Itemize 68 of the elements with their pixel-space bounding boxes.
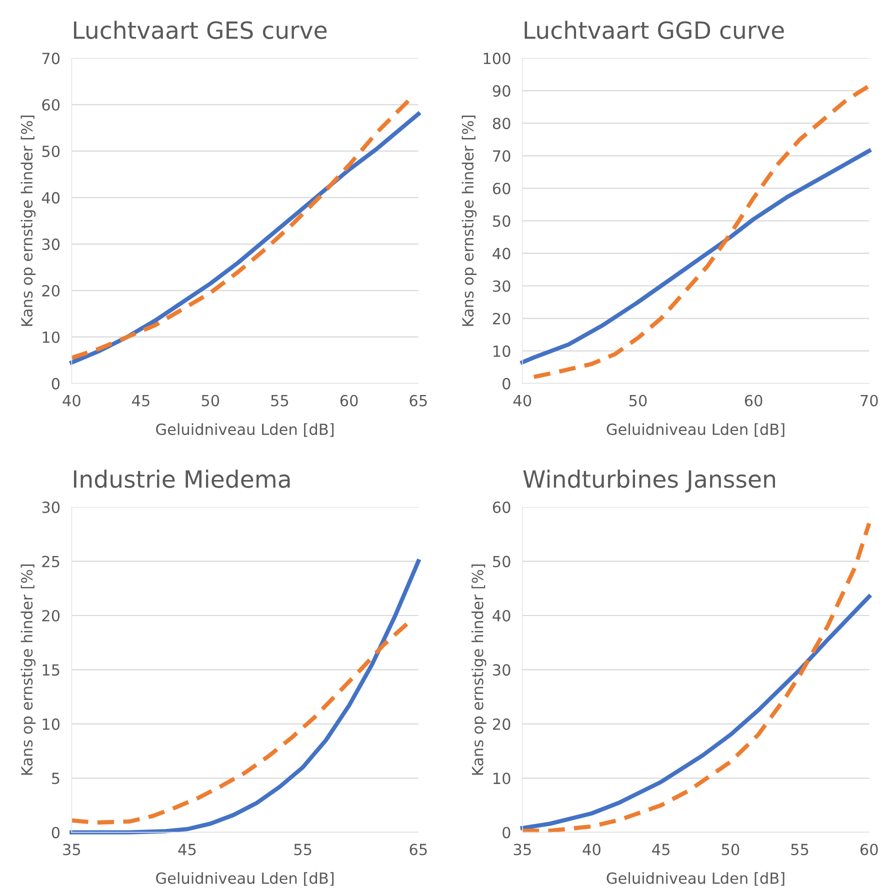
y-tick-label: 40 bbox=[492, 248, 510, 260]
y-tick-label: 30 bbox=[42, 502, 60, 514]
y-tick-label: 20 bbox=[42, 610, 60, 622]
x-tick-label: 45 bbox=[178, 844, 196, 856]
y-tick-label: 10 bbox=[494, 345, 510, 357]
x-tick-label: 55 bbox=[791, 844, 808, 856]
line-series bbox=[532, 84, 872, 380]
y-tick-label: 30 bbox=[493, 664, 510, 676]
x-tick-label: 40 bbox=[582, 844, 600, 856]
x-tick-label: 35 bbox=[514, 844, 531, 856]
y-tick-label: 20 bbox=[492, 718, 510, 730]
y-axis-title: Kans op ernstige hinder [%] bbox=[20, 116, 36, 326]
y-tick-label: 10 bbox=[494, 772, 510, 784]
y-tick-label: 10 bbox=[42, 718, 60, 730]
x-tick-label: 60 bbox=[860, 844, 878, 856]
x-tick-label: 55 bbox=[294, 844, 312, 856]
y-tick-label: 30 bbox=[493, 280, 510, 292]
y-tick-label: 30 bbox=[42, 238, 60, 250]
y-tick-label: 5 bbox=[52, 772, 60, 784]
chart-title: Luchtvaart GES curve bbox=[74, 20, 327, 40]
y-tick-label: 60 bbox=[492, 182, 510, 194]
y-tick-label: 15 bbox=[42, 664, 60, 676]
y-tick-label: 20 bbox=[42, 284, 60, 297]
x-tick-label: 45 bbox=[132, 395, 150, 406]
y-tick-label: 0 bbox=[502, 378, 510, 390]
line-series bbox=[520, 594, 872, 830]
y-axis-title: Kans op ernstige hinder [%] bbox=[472, 564, 486, 775]
x-axis-title: Geluidniveau Lden [dB] bbox=[156, 872, 334, 886]
y-axis-title: Kans op ernstige hinder [%] bbox=[20, 564, 36, 775]
x-tick-label: 45 bbox=[652, 844, 670, 856]
x-tick-label: 35 bbox=[63, 844, 80, 856]
line-series bbox=[520, 148, 872, 364]
x-axis-title: Geluidniveau Lden [dB] bbox=[156, 423, 334, 437]
y-tick-label: 0 bbox=[52, 378, 60, 390]
y-tick-label: 10 bbox=[42, 331, 60, 344]
y-tick-label: 90 bbox=[492, 85, 510, 97]
y-tick-label: 0 bbox=[502, 826, 510, 838]
y-tick-label: 60 bbox=[42, 99, 60, 111]
y-tick-label: 50 bbox=[493, 215, 510, 227]
x-tick-label: 70 bbox=[860, 394, 878, 406]
x-tick-label: 65 bbox=[410, 844, 427, 856]
x-tick-label: 40 bbox=[62, 394, 80, 406]
y-tick-label: 40 bbox=[492, 610, 510, 622]
x-tick-label: 40 bbox=[513, 394, 532, 406]
x-tick-label: 50 bbox=[629, 394, 647, 406]
y-tick-label: 40 bbox=[42, 192, 60, 204]
y-tick-label: 50 bbox=[42, 146, 60, 158]
x-axis-title: Geluidniveau Lden [dB] bbox=[606, 423, 784, 437]
chart-title: Luchtvaart GGD curve bbox=[524, 20, 784, 40]
y-tick-label: 80 bbox=[492, 118, 510, 130]
chart-title: Windturbines Janssen bbox=[523, 470, 775, 492]
y-axis-title: Kans op ernstige hinder [%] bbox=[462, 116, 477, 326]
y-tick-label: 50 bbox=[493, 556, 510, 568]
x-tick-label: 60 bbox=[744, 394, 762, 406]
y-tick-label: 25 bbox=[42, 556, 60, 568]
x-tick-label: 50 bbox=[722, 844, 740, 856]
x-tick-label: 50 bbox=[202, 394, 220, 406]
y-tick-label: 70 bbox=[42, 52, 60, 64]
y-tick-label: 20 bbox=[492, 312, 510, 324]
x-tick-label: 65 bbox=[410, 394, 427, 406]
x-tick-label: 60 bbox=[340, 394, 358, 406]
y-tick-label: 0 bbox=[52, 826, 60, 838]
y-tick-label: 70 bbox=[493, 150, 510, 162]
chart-title: Industrie Miedema bbox=[74, 470, 290, 488]
y-tick-label: 60 bbox=[492, 502, 510, 514]
x-axis-title: Geluidniveau Lden [dB] bbox=[606, 872, 784, 886]
x-tick-label: 55 bbox=[271, 395, 288, 406]
y-tick-label: 100 bbox=[484, 52, 510, 64]
